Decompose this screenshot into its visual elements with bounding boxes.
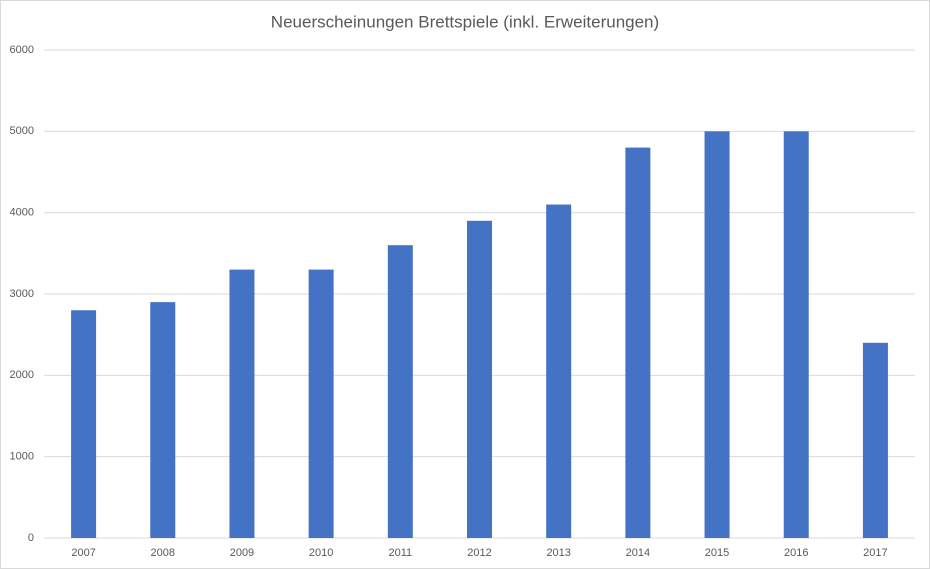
x-tick-label: 2013 xyxy=(546,547,570,559)
bar xyxy=(783,131,809,539)
x-tick-label: 2016 xyxy=(784,547,808,559)
bar xyxy=(150,302,176,538)
x-tick-label: 2017 xyxy=(863,547,887,559)
x-tick-label: 2011 xyxy=(388,547,412,559)
bar xyxy=(625,147,651,538)
y-tick-label: 5000 xyxy=(10,125,34,137)
bar xyxy=(862,342,888,538)
x-tick-label: 2010 xyxy=(309,547,333,559)
y-tick-label: 6000 xyxy=(10,44,34,56)
y-tick-label: 0 xyxy=(28,532,34,544)
y-tick-label: 2000 xyxy=(10,369,34,381)
bar xyxy=(467,220,492,539)
x-tick-label: 2007 xyxy=(71,547,95,559)
chart-title: Neuerscheinungen Brettspiele (inkl. Erwe… xyxy=(271,12,659,31)
x-tick-label: 2008 xyxy=(151,547,175,559)
bar xyxy=(71,310,97,538)
bar xyxy=(308,269,334,538)
bar xyxy=(387,245,413,538)
bar xyxy=(229,269,255,538)
bar xyxy=(704,131,730,539)
x-tick-label: 2012 xyxy=(467,547,491,559)
y-tick-label: 4000 xyxy=(10,207,34,219)
y-tick-label: 1000 xyxy=(10,451,34,463)
x-tick-label: 2015 xyxy=(705,547,729,559)
bar xyxy=(546,204,572,539)
x-tick-label: 2009 xyxy=(230,547,254,559)
y-tick-label: 3000 xyxy=(10,288,34,300)
x-tick-label: 2014 xyxy=(626,547,650,559)
